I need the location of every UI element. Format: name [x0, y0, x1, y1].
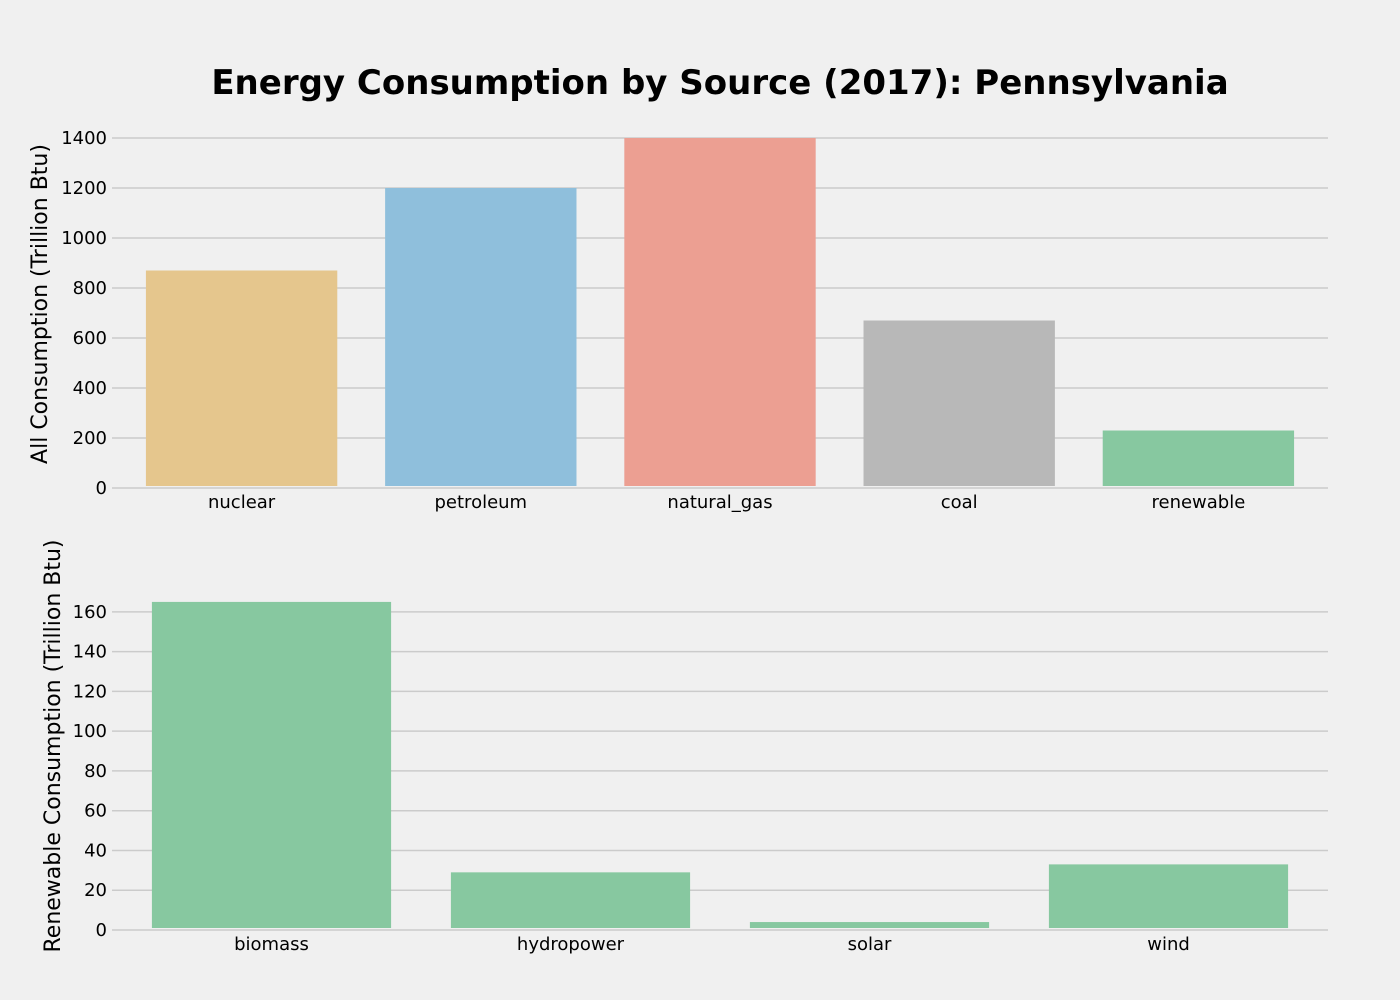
bottom-y-axis-label: Renewable Consumption (Trillion Btu): [41, 539, 66, 952]
bottom-x-ticks: biomass hydropower solar wind: [234, 934, 1190, 955]
top-x-tick-label: natural_gas: [667, 492, 772, 513]
bottom-x-tick-label: wind: [1147, 934, 1190, 955]
bottom-bar-biomass: [151, 601, 392, 928]
top-x-ticks: nuclear petroleum natural_gas coal renewable: [208, 492, 1245, 513]
bottom-y-tick-label: 80: [84, 761, 107, 782]
top-y-axis-label: All Consumption (Trillion Btu): [28, 144, 53, 464]
top-x-tick-label: renewable: [1151, 492, 1245, 513]
top-bar-petroleum: [385, 188, 577, 486]
bottom-bar-wind: [1048, 864, 1289, 928]
top-y-tick-label: 1200: [61, 178, 107, 199]
top-bar-natural_gas: [624, 138, 816, 486]
chart-title: Energy Consumption by Source (2017): Pen…: [211, 63, 1228, 103]
bottom-x-tick-label: solar: [848, 934, 892, 955]
bottom-y-tick-label: 100: [73, 721, 107, 742]
bottom-bar-solar: [749, 922, 990, 928]
top-y-tick-label: 1400: [61, 128, 107, 149]
top-x-tick-label: nuclear: [208, 492, 276, 513]
bottom-y-tick-label: 120: [73, 681, 107, 702]
bottom-y-ticks: 0 20 40 60 80 100 120 140 160: [73, 602, 107, 941]
top-y-tick-label: 200: [73, 428, 107, 449]
bottom-y-tick-label: 0: [96, 920, 107, 941]
bottom-bars: [151, 601, 1289, 928]
top-y-tick-label: 600: [73, 328, 107, 349]
bottom-x-tick-label: hydropower: [517, 934, 625, 955]
bottom-y-tick-label: 20: [84, 880, 107, 901]
top-bar-renewable: [1102, 430, 1295, 486]
top-bar-nuclear: [145, 270, 338, 486]
top-bar-coal: [863, 320, 1055, 486]
bottom-x-tick-label: biomass: [234, 934, 309, 955]
top-bars: [145, 138, 1295, 486]
top-x-tick-label: coal: [941, 492, 978, 513]
bottom-chart-panel: 0 20 40 60 80 100 120 140 160 biomass hydropower s…: [41, 539, 1328, 955]
bottom-y-tick-label: 140: [73, 642, 107, 663]
top-y-tick-label: 800: [73, 278, 107, 299]
top-y-tick-label: 1000: [61, 228, 107, 249]
top-x-tick-label: petroleum: [435, 492, 528, 513]
bottom-bar-hydropower: [450, 872, 691, 928]
bottom-y-tick-label: 60: [84, 801, 107, 822]
bottom-y-tick-label: 160: [73, 602, 107, 623]
bottom-y-tick-label: 40: [84, 840, 107, 861]
top-y-ticks: 0 200 400 600 800 1000 1200 1400: [61, 128, 107, 499]
top-chart-panel: 0 200 400 600 800 1000 1200 1400 nuclear petrole…: [28, 128, 1328, 513]
top-y-tick-label: 0: [96, 478, 107, 499]
top-y-tick-label: 400: [73, 378, 107, 399]
